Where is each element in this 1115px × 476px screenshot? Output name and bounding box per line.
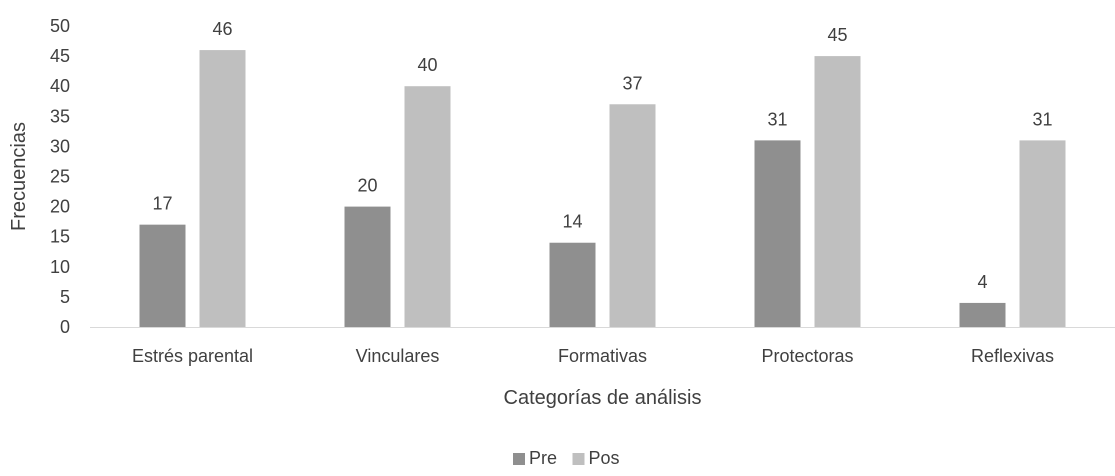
x-category-label: Vinculares — [356, 346, 440, 366]
y-tick-label: 40 — [50, 76, 70, 96]
bar-pos — [199, 50, 246, 328]
x-category-label: Formativas — [558, 346, 647, 366]
data-label: 46 — [212, 19, 232, 39]
data-label: 17 — [152, 194, 172, 214]
y-tick-label: 50 — [50, 16, 70, 36]
data-label: 45 — [827, 25, 847, 45]
y-tick-label: 5 — [60, 287, 70, 307]
y-axis-title: Frecuencias — [8, 122, 30, 231]
y-tick-label: 10 — [50, 257, 70, 277]
data-label: 20 — [357, 176, 377, 196]
data-label: 31 — [1032, 109, 1052, 129]
legend-swatch-pre — [513, 453, 525, 465]
bar-pre — [344, 206, 391, 327]
y-tick-label: 45 — [50, 46, 70, 66]
y-tick-label: 35 — [50, 106, 70, 126]
bar-pre — [549, 242, 596, 327]
x-category-label: Estrés parental — [132, 346, 253, 366]
y-tick-label: 30 — [50, 136, 70, 156]
x-category-label: Reflexivas — [971, 346, 1054, 366]
data-label: 14 — [562, 212, 582, 232]
bar-pos — [814, 56, 861, 327]
legend-label: Pos — [589, 448, 620, 468]
y-tick-label: 25 — [50, 167, 70, 187]
bar-pre — [754, 140, 801, 327]
y-tick-label: 15 — [50, 227, 70, 247]
legend-swatch-pos — [572, 453, 585, 465]
x-category-label: Protectoras — [761, 346, 853, 366]
bar-pre — [139, 224, 186, 327]
x-axis-title: Categorías de análisis — [504, 387, 702, 409]
bars — [139, 50, 1066, 328]
legend-label: Pre — [529, 448, 557, 468]
y-tick-label: 20 — [50, 197, 70, 217]
data-label: 31 — [767, 109, 787, 129]
data-label: 37 — [622, 73, 642, 93]
legend: Pre Pos — [513, 448, 620, 468]
bar-pre — [959, 302, 1006, 327]
y-axis-ticks: 0 5 10 15 20 25 30 35 40 45 50 — [50, 16, 70, 337]
data-label: 4 — [977, 272, 987, 292]
y-tick-label: 0 — [60, 317, 70, 337]
bar-pos — [609, 104, 656, 327]
data-labels: 17 46 20 40 14 37 31 45 4 31 — [152, 19, 1052, 292]
data-label: 40 — [417, 55, 437, 75]
x-axis-categories: Estrés parental Vinculares Formativas Prote… — [132, 346, 1054, 366]
bar-pos — [404, 86, 451, 327]
bar-pos — [1019, 140, 1066, 327]
